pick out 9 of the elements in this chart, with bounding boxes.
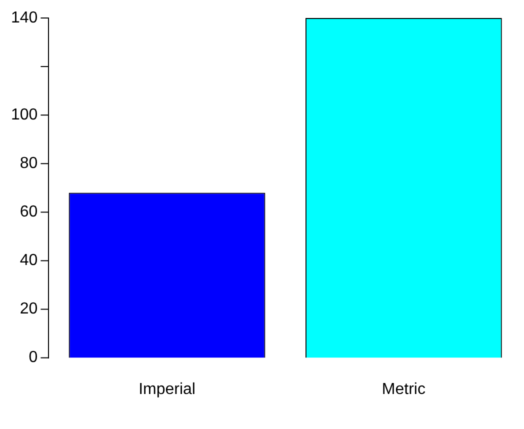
y-tick-label: 40 [20, 252, 38, 270]
x-tick-label: Metric [382, 380, 426, 398]
y-tick-label: 0 [28, 349, 38, 366]
x-tick-label: Imperial [138, 380, 196, 398]
y-tick-label: 80 [20, 155, 38, 172]
y-tick-label: 20 [20, 300, 38, 318]
y-tick-label: 60 [20, 204, 38, 221]
y-tick-label: 140 [10, 9, 38, 26]
y-tick-label: 100 [10, 106, 38, 124]
